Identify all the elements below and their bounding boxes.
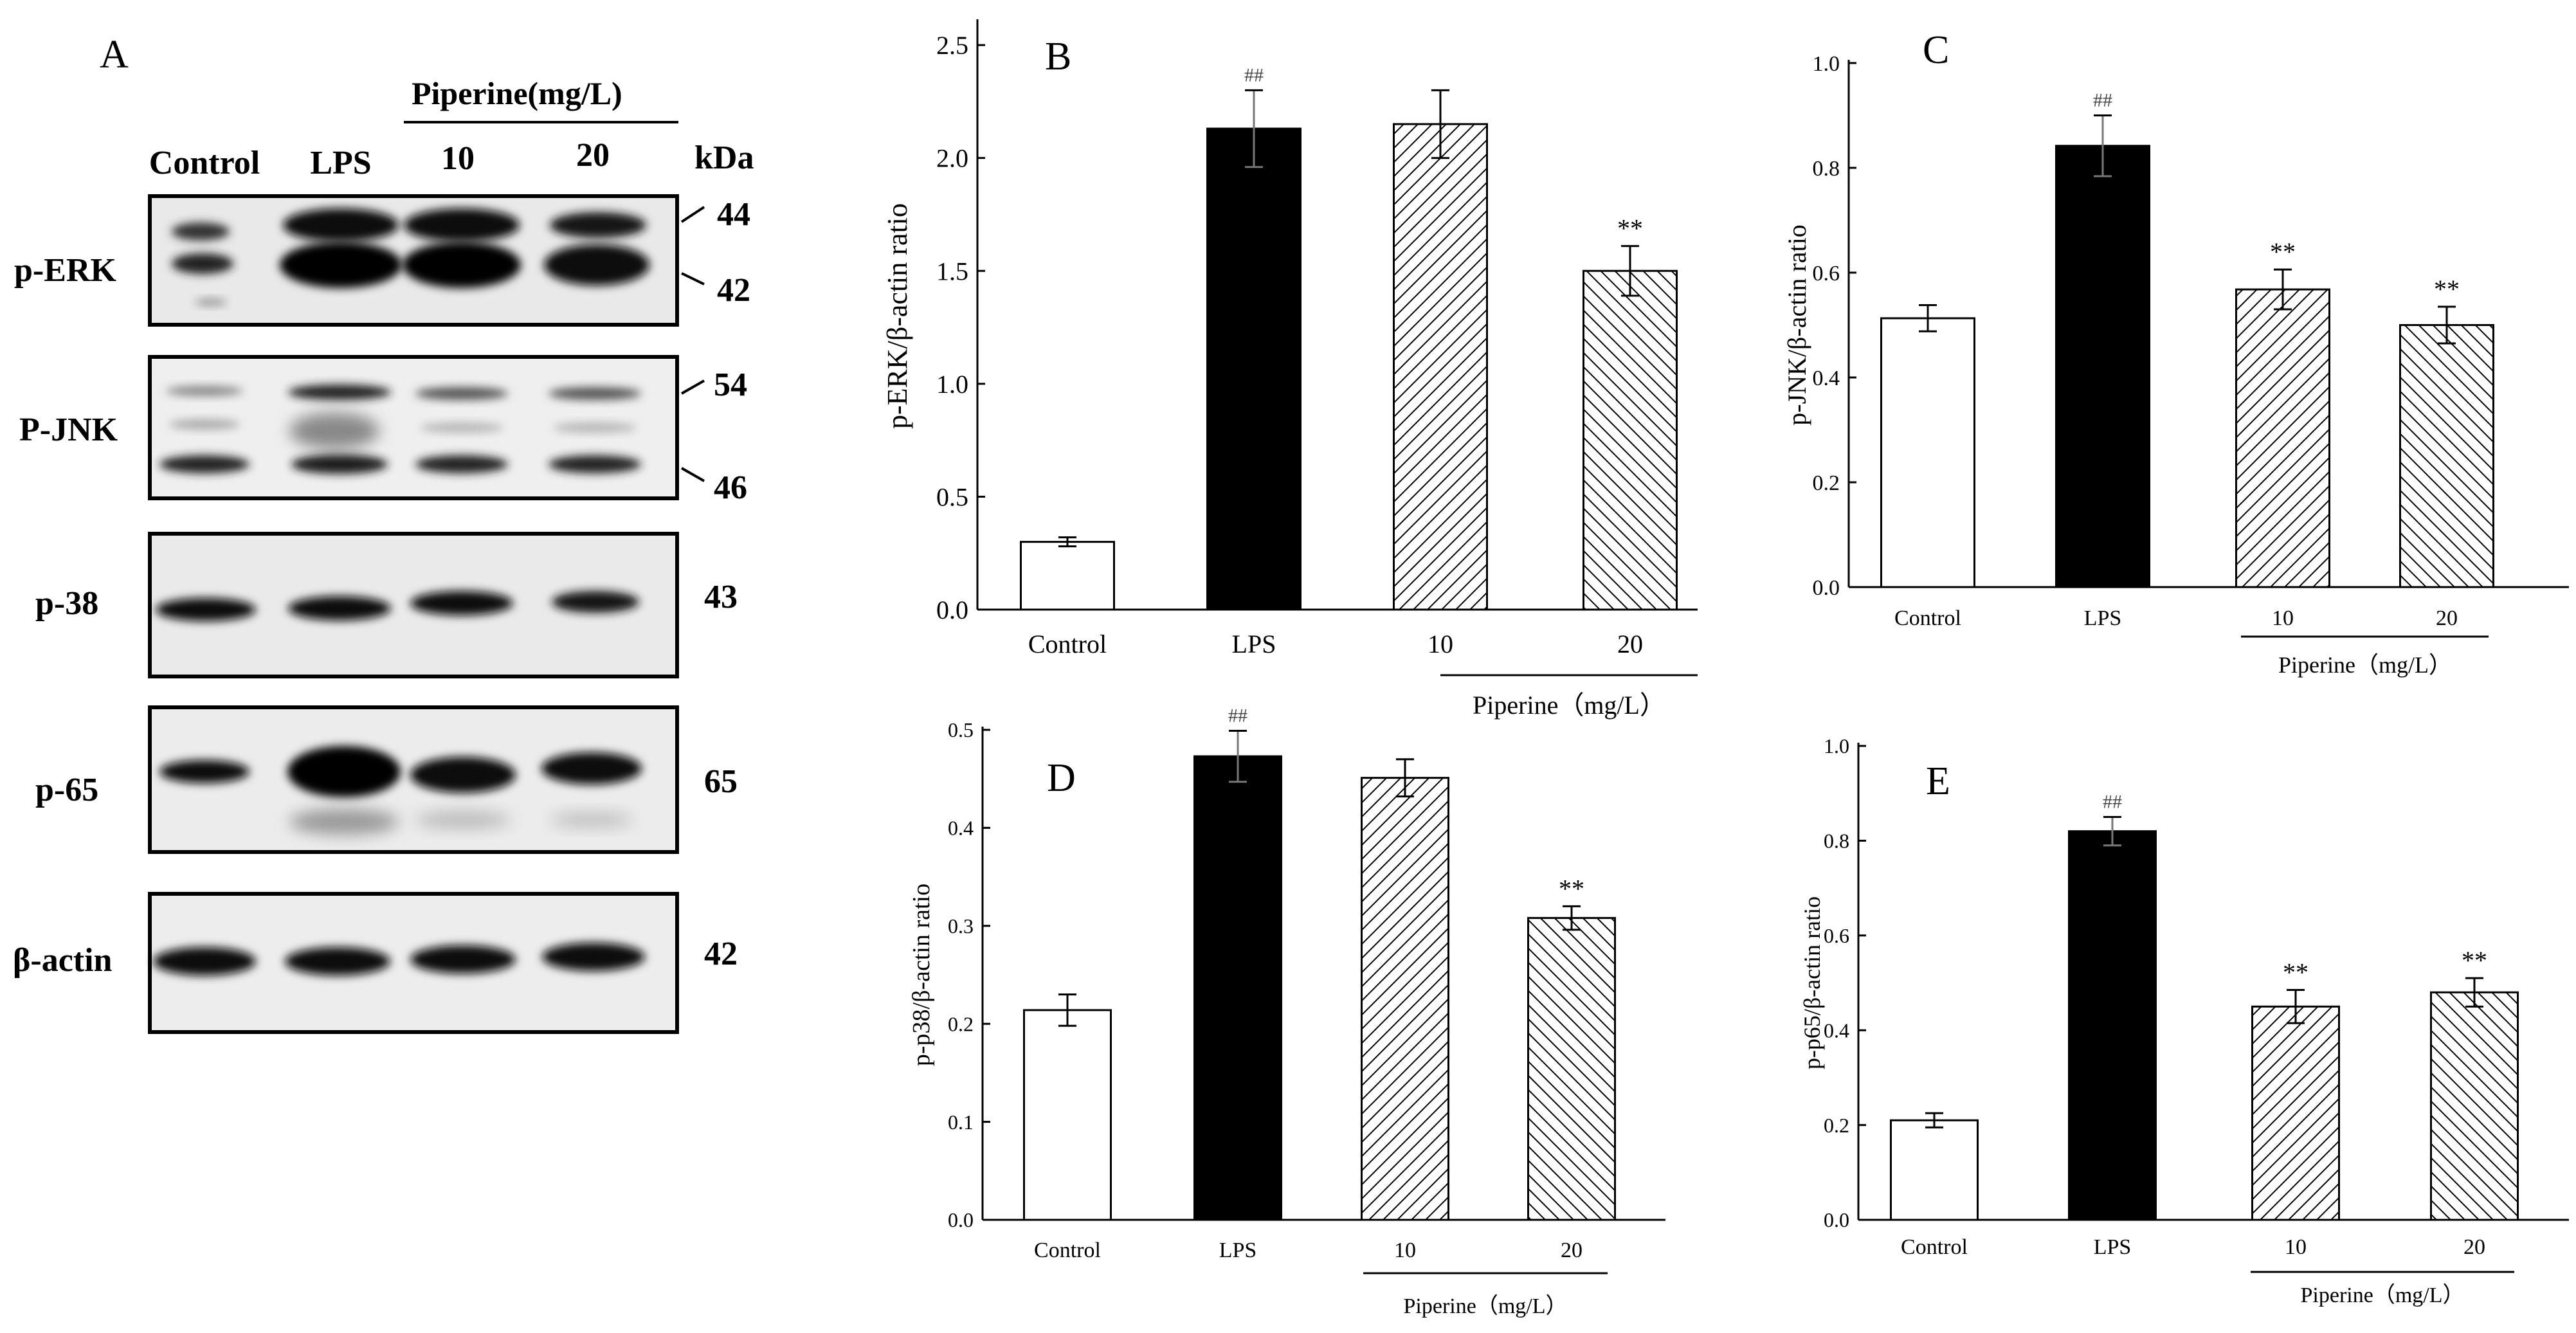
bar-lps [2055,145,2150,588]
panel-label-d: D [1047,756,1076,800]
significance-lps: ## [1244,64,1264,86]
bar-20 [2430,991,2519,1221]
significance-10: ** [2270,237,2296,266]
y-tick-label: 0.0 [1813,576,1840,600]
category-label-control: Control [1028,630,1107,658]
y-tick-label: 0.5 [948,718,974,741]
bar-10 [1361,777,1449,1221]
y-tick-label: 0.2 [1824,1114,1849,1137]
y-tick-label: 0.4 [948,817,974,840]
y-axis-label: p-p38/β-actin ratio [908,884,935,1066]
category-label-20: 20 [2436,606,2458,630]
category-label-10: 10 [1394,1238,1416,1262]
panel-label-c: C [1923,28,1949,72]
y-tick-label: 0.8 [1813,157,1840,181]
category-label-control: Control [1901,1235,1968,1259]
category-label-20: 20 [1617,630,1643,658]
bar-20 [1583,269,1678,611]
category-label-20: 20 [1561,1238,1583,1262]
y-tick-label: 2.5 [936,31,968,60]
y-tick-label: 0.6 [1824,924,1849,947]
significance-lps: ## [2103,792,2122,813]
y-tick-label: 0.3 [948,914,974,938]
piperine-group-label: Piperine（mg/L） [1473,691,1665,720]
category-label-10: 10 [2285,1235,2307,1259]
panel-label-b: B [1045,35,1071,78]
y-axis-label: p-p65/β-actin ratio [1799,896,1825,1069]
bar-control [1890,1119,1979,1221]
y-tick-label: 0.5 [936,482,968,511]
significance-20: ** [1617,214,1643,243]
y-tick-label: 0.2 [948,1012,974,1035]
y-tick-label: 1.5 [936,257,968,286]
bar-lps [1206,127,1302,611]
y-tick-label: 0.1 [948,1111,974,1134]
category-label-lps: LPS [1219,1238,1257,1262]
significance-lps: ## [2093,90,2112,111]
y-tick-label: 1.0 [1813,52,1840,76]
category-label-lps: LPS [1232,630,1276,658]
significance-20: ** [1559,874,1584,903]
bar-10 [1393,123,1488,611]
y-tick-label: 0.6 [1813,262,1840,286]
y-tick-label: 0.2 [1813,471,1840,495]
category-label-20: 20 [2463,1235,2485,1259]
piperine-group-label: Piperine（mg/L） [1404,1294,1568,1318]
category-label-10: 10 [2272,606,2294,630]
bar-lps [1193,755,1282,1221]
bar-20 [1527,917,1616,1221]
y-tick-label: 0.0 [1824,1208,1849,1231]
bar-10 [2251,1005,2340,1221]
bar-20 [2399,324,2494,588]
significance-10: ** [2283,958,2308,987]
y-tick-label: 0.0 [936,595,968,624]
category-label-10: 10 [1428,630,1453,658]
significance-20: ** [2462,946,2487,975]
y-tick-label: 2.0 [936,144,968,173]
bar-control [1023,1009,1112,1221]
y-tick-label: 1.0 [1824,734,1849,757]
bar-control [1020,541,1115,611]
category-label-lps: LPS [2094,1235,2132,1259]
y-tick-label: 0.0 [948,1208,974,1231]
y-tick-label: 0.4 [1813,367,1840,390]
y-tick-label: 0.4 [1824,1019,1849,1042]
bar-10 [2235,288,2330,588]
piperine-group-label: Piperine（mg/L） [2301,1283,2465,1307]
panel-label-e: E [1926,759,1950,803]
significance-20: ** [2434,275,2460,304]
category-label-lps: LPS [2084,606,2122,630]
bar-lps [2068,830,2157,1221]
category-label-control: Control [1894,606,1961,630]
y-tick-label: 0.8 [1824,830,1849,853]
category-label-control: Control [1034,1238,1101,1262]
y-axis-label: p-JNK/β-actin ratio [1782,224,1811,425]
y-axis-label: p-ERK/β-actin ratio [882,203,913,429]
y-tick-label: 1.0 [936,370,968,399]
piperine-group-label: Piperine（mg/L） [2278,652,2452,678]
significance-lps: ## [1228,705,1247,727]
